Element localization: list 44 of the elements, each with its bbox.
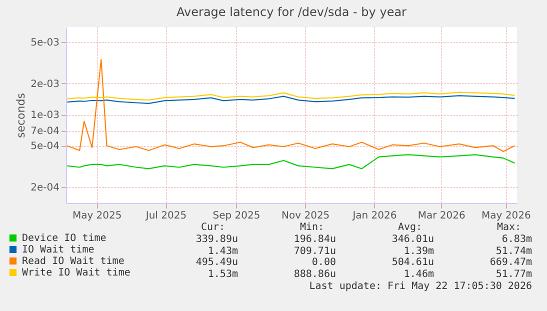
legend-label: Read IO Wait time bbox=[22, 256, 124, 267]
text: 495.49u bbox=[196, 257, 238, 270]
text: 1.39m bbox=[404, 246, 434, 258]
x-tick-label: May 2025 bbox=[72, 210, 122, 222]
x-tick-label: Nov 2025 bbox=[282, 210, 330, 222]
line-series bbox=[66, 154, 516, 170]
text: Avg: bbox=[396, 222, 424, 234]
text: Min: bbox=[298, 222, 326, 234]
x-tick-label: Mar 2026 bbox=[418, 210, 466, 222]
y-tick-label: 1e-03 bbox=[30, 110, 60, 122]
line-series bbox=[66, 92, 516, 101]
y-tick-label: 7e-04 bbox=[30, 126, 60, 138]
x-tick-label: Jan 2026 bbox=[352, 210, 397, 222]
y-tick-label: 5e-04 bbox=[30, 141, 60, 152]
chart-title: Average latency for /dev/sda - by year bbox=[176, 5, 407, 19]
text: 196.84u bbox=[294, 234, 336, 246]
text: 346.01u bbox=[392, 234, 434, 246]
text: 339.89u bbox=[196, 234, 238, 246]
text: Max: bbox=[496, 222, 522, 234]
text: 6.83m bbox=[502, 234, 532, 246]
y-tick-label: 2e-03 bbox=[30, 78, 60, 90]
y-axis-title: seconds bbox=[14, 92, 28, 138]
text: 51.77m bbox=[496, 268, 532, 281]
legend-label: Device IO time bbox=[22, 233, 106, 244]
y-tick-label: 5e-03 bbox=[30, 38, 60, 49]
text: 504.61u bbox=[392, 257, 434, 270]
text: 1.53m bbox=[208, 268, 238, 281]
legend-label: Write IO Wait time bbox=[22, 268, 130, 278]
text: 0.00 bbox=[312, 257, 336, 270]
line-series bbox=[66, 58, 516, 152]
x-tick-label: Sep 2025 bbox=[212, 210, 260, 222]
text: 669.47m bbox=[490, 257, 532, 270]
text: Last update: Fri May 22 17:05:30 2026 bbox=[309, 281, 532, 294]
x-tick-label: Jul 2025 bbox=[144, 210, 187, 222]
text: 1.43m bbox=[208, 246, 238, 258]
text: 51.74m bbox=[496, 246, 532, 258]
text: 709.71u bbox=[294, 246, 336, 258]
legend-label: IO Wait time bbox=[22, 244, 94, 256]
line-series bbox=[66, 95, 516, 104]
y-tick-label: 2e-04 bbox=[30, 182, 60, 194]
text: 1.46m bbox=[404, 268, 434, 281]
text: Cur: bbox=[200, 222, 226, 234]
text: 888.86u bbox=[294, 268, 336, 281]
x-tick-label: May 2026 bbox=[482, 210, 531, 222]
